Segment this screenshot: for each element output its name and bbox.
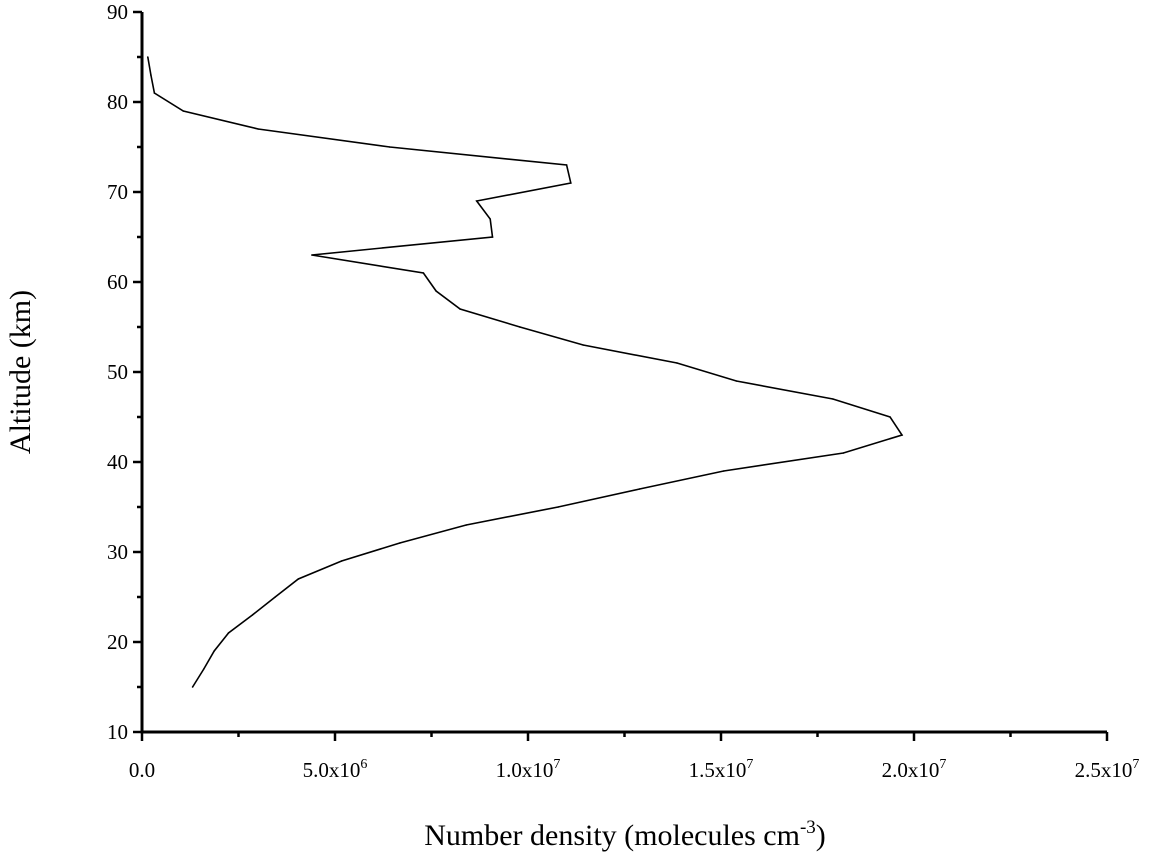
- x-tick-exponent: 7: [746, 757, 753, 772]
- data-point: [832, 398, 834, 400]
- data-point: [153, 92, 156, 94]
- x-axis-title-main: Number density (molecules cm: [424, 819, 800, 852]
- x-tick-mantissa: 2.0x10: [882, 758, 940, 782]
- y-tick-label: 20: [107, 630, 128, 654]
- y-tick-label: 40: [107, 450, 128, 474]
- data-point: [519, 326, 521, 328]
- data-point: [182, 110, 185, 112]
- x-tick-exponent: 6: [360, 757, 367, 772]
- data-point: [676, 362, 678, 364]
- data-point: [889, 416, 891, 418]
- data-point: [297, 578, 300, 580]
- data-point: [399, 542, 401, 544]
- data-point: [202, 668, 205, 670]
- x-axis-title: Number density (molecules cm-3): [424, 817, 826, 852]
- data-point: [257, 128, 259, 130]
- x-tick-label: 1.5x107: [689, 757, 754, 782]
- data-point: [570, 182, 572, 184]
- data-point: [565, 164, 568, 166]
- y-tick-label: 50: [107, 360, 128, 384]
- y-tick-label: 30: [107, 540, 128, 564]
- data-point: [213, 650, 215, 652]
- y-tick-label: 60: [107, 270, 128, 294]
- x-tick-label: 2.5x107: [1075, 757, 1140, 782]
- data-point: [582, 344, 584, 346]
- x-tick-mantissa: 2.5x10: [1075, 758, 1133, 782]
- data-point: [842, 452, 845, 454]
- x-tick-label: 0.0: [129, 758, 155, 782]
- data-point: [465, 524, 468, 526]
- x-tick-exponent: 7: [553, 757, 560, 772]
- y-tick-label: 10: [107, 720, 128, 744]
- x-tick-exponent: 7: [939, 757, 946, 772]
- data-point: [146, 56, 149, 58]
- data-point: [735, 380, 738, 382]
- data-point: [491, 236, 494, 238]
- data-point: [901, 434, 903, 436]
- data-point: [191, 686, 194, 688]
- y-tick-label: 80: [107, 90, 128, 114]
- data-point: [150, 74, 152, 76]
- data-point: [557, 506, 559, 508]
- data-point: [459, 308, 461, 310]
- y-tick-label: 70: [107, 180, 128, 204]
- x-tick-exponent: 7: [1132, 757, 1139, 772]
- data-point: [489, 218, 491, 220]
- y-tick-label: 90: [107, 0, 128, 24]
- data-point: [389, 146, 391, 148]
- data-point: [638, 488, 641, 490]
- data-point: [435, 290, 437, 292]
- x-axis-title-end: ): [816, 819, 826, 852]
- x-tick-label: 2.0x107: [882, 757, 947, 782]
- x-axis-title-exponent: -3: [800, 817, 816, 838]
- data-point: [251, 614, 254, 616]
- data-point: [475, 200, 478, 202]
- x-tick-mantissa: 1.5x10: [689, 758, 747, 782]
- series-line: [147, 56, 904, 688]
- x-tick-mantissa: 5.0x10: [303, 758, 361, 782]
- plot-area: [146, 56, 904, 688]
- data-point: [274, 596, 276, 598]
- x-tick-label: 5.0x106: [303, 757, 368, 782]
- data-point: [227, 632, 230, 634]
- x-tick-mantissa: 1.0x10: [496, 758, 554, 782]
- data-point: [340, 560, 343, 562]
- y-axis-title: Altitude (km): [4, 290, 37, 454]
- data-point: [422, 272, 425, 274]
- x-tick-label: 1.0x107: [496, 757, 561, 782]
- x-tick-mantissa: 0.0: [129, 758, 155, 782]
- data-point: [722, 470, 725, 472]
- data-point: [311, 254, 313, 256]
